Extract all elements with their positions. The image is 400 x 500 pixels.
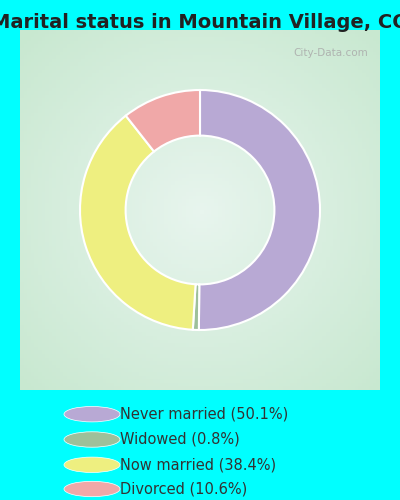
Wedge shape — [199, 90, 320, 330]
Text: Marital status in Mountain Village, CO: Marital status in Mountain Village, CO — [0, 12, 400, 32]
Circle shape — [64, 457, 120, 472]
Text: Never married (50.1%): Never married (50.1%) — [120, 406, 288, 422]
Circle shape — [64, 432, 120, 447]
Text: Widowed (0.8%): Widowed (0.8%) — [120, 432, 240, 447]
Circle shape — [64, 482, 120, 496]
Wedge shape — [80, 116, 196, 330]
Text: Now married (38.4%): Now married (38.4%) — [120, 458, 276, 472]
Wedge shape — [193, 284, 199, 330]
Wedge shape — [126, 90, 200, 152]
Text: Divorced (10.6%): Divorced (10.6%) — [120, 482, 247, 496]
Circle shape — [64, 406, 120, 422]
Text: City-Data.com: City-Data.com — [293, 48, 368, 58]
